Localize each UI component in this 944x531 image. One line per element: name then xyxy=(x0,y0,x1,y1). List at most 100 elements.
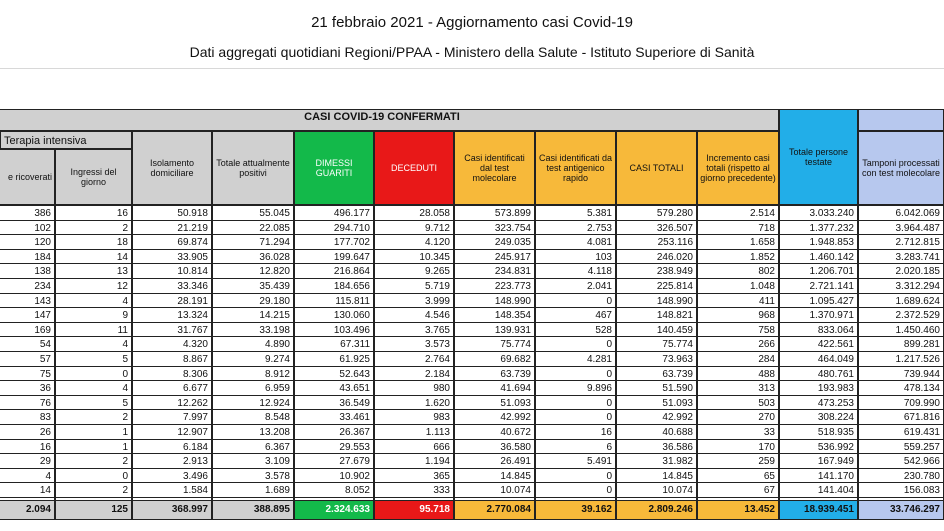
table-cell: 0 xyxy=(535,292,616,309)
table-cell: 234.831 xyxy=(454,263,535,279)
table-cell: 7.997 xyxy=(132,409,212,425)
total-cell: 2.094 xyxy=(0,500,55,520)
table-cell: 148.990 xyxy=(616,292,697,309)
table-cell: 3.283.741 xyxy=(858,248,944,265)
header-col-totale-positivi: Totale attualmente positivi xyxy=(212,131,294,205)
table-cell: 42.992 xyxy=(616,409,697,425)
table-cell: 141.170 xyxy=(779,467,858,484)
table-cell: 758 xyxy=(697,321,779,338)
table-cell: 496.177 xyxy=(294,205,374,221)
table-cell: 103.496 xyxy=(294,321,374,338)
table-cell: 559.257 xyxy=(858,438,944,455)
table-cell: 1.689.624 xyxy=(858,292,944,309)
total-cell: 33.746.297 xyxy=(858,500,944,520)
table-cell: 718 xyxy=(697,219,779,236)
table-cell: 503 xyxy=(697,394,779,411)
table-cell: 284 xyxy=(697,351,779,367)
table-cell: 480.761 xyxy=(779,365,858,382)
table-cell: 326.507 xyxy=(616,219,697,236)
table-cell: 3.765 xyxy=(374,321,454,338)
table-cell: 71.294 xyxy=(212,234,294,250)
table-cell: 167.949 xyxy=(779,453,858,469)
table-cell: 0 xyxy=(55,365,132,382)
table-cell: 50.918 xyxy=(132,205,212,221)
table-cell: 980 xyxy=(374,380,454,396)
table-cell: 36.580 xyxy=(454,438,535,455)
table-cell: 9.274 xyxy=(212,351,294,367)
table-cell: 13.324 xyxy=(132,307,212,323)
table-cell: 6.959 xyxy=(212,380,294,396)
table-cell: 365 xyxy=(374,467,454,484)
table-cell: 143 xyxy=(0,292,55,309)
header-separator xyxy=(0,68,944,69)
table-cell: 4.890 xyxy=(212,336,294,352)
table-cell: 0 xyxy=(535,409,616,425)
table-cell: 51.093 xyxy=(454,394,535,411)
table-cell: 31.767 xyxy=(132,321,212,338)
table-cell: 28.191 xyxy=(132,292,212,309)
total-cell: 13.452 xyxy=(697,500,779,520)
table-cell: 36.586 xyxy=(616,438,697,455)
table-cell: 308.224 xyxy=(779,409,858,425)
table-cell: 148.821 xyxy=(616,307,697,323)
table-cell: 5 xyxy=(55,394,132,411)
table-cell: 14 xyxy=(0,482,55,498)
table-cell: 0 xyxy=(535,365,616,382)
table-cell: 4 xyxy=(0,467,55,484)
table-cell: 4 xyxy=(55,336,132,352)
table-cell: 2.514 xyxy=(697,205,779,221)
table-cell: 102 xyxy=(0,219,55,236)
total-cell: 18.939.451 xyxy=(779,500,858,520)
page-subtitle: Dati aggregati quotidiani Regioni/PPAA -… xyxy=(189,44,755,60)
table-cell: 12 xyxy=(55,278,132,294)
table-cell: 3.312.294 xyxy=(858,278,944,294)
table-cell: 1.194 xyxy=(374,453,454,469)
table-cell: 2.372.529 xyxy=(858,307,944,323)
table-cell: 33 xyxy=(697,424,779,440)
table-cell: 140.459 xyxy=(616,321,697,338)
table-cell: 2.712.815 xyxy=(858,234,944,250)
table-cell: 12.924 xyxy=(212,394,294,411)
header-col-deceduti: DECEDUTI xyxy=(374,131,454,205)
table-cell: 4.120 xyxy=(374,234,454,250)
table-cell: 22.085 xyxy=(212,219,294,236)
table-cell: 709.990 xyxy=(858,394,944,411)
table-cell: 230.780 xyxy=(858,467,944,484)
table-cell: 2.753 xyxy=(535,219,616,236)
table-cell: 1 xyxy=(55,438,132,455)
table-cell: 619.431 xyxy=(858,424,944,440)
table-cell: 26.367 xyxy=(294,424,374,440)
table-cell: 199.647 xyxy=(294,248,374,265)
table-cell: 16 xyxy=(0,438,55,455)
header-col-dimessi-guariti: DIMESSI GUARITI xyxy=(294,131,374,205)
table-cell: 3.578 xyxy=(212,467,294,484)
table-cell: 2.020.185 xyxy=(858,263,944,279)
table-cell: 193.983 xyxy=(779,380,858,396)
table-cell: 130.060 xyxy=(294,307,374,323)
table-cell: 40.672 xyxy=(454,424,535,440)
table-cell: 115.811 xyxy=(294,292,374,309)
table-cell: 75.774 xyxy=(454,336,535,352)
table-cell: 36 xyxy=(0,380,55,396)
table-cell: 63.739 xyxy=(454,365,535,382)
table-cell: 10.074 xyxy=(616,482,697,498)
header-col-casi-molecolare: Casi identificati dal test molecolare xyxy=(454,131,535,205)
table-cell: 968 xyxy=(697,307,779,323)
table-cell: 3.033.240 xyxy=(779,205,858,221)
table-cell: 26.491 xyxy=(454,453,535,469)
table-cell: 333 xyxy=(374,482,454,498)
table-cell: 253.116 xyxy=(616,234,697,250)
table-cell: 386 xyxy=(0,205,55,221)
table-cell: 1.460.142 xyxy=(779,248,858,265)
table-cell: 83 xyxy=(0,409,55,425)
table-cell: 1.450.460 xyxy=(858,321,944,338)
table-cell: 216.864 xyxy=(294,263,374,279)
table-cell: 802 xyxy=(697,263,779,279)
table-cell: 2.764 xyxy=(374,351,454,367)
table-cell: 73.963 xyxy=(616,351,697,367)
table-cell: 223.773 xyxy=(454,278,535,294)
table-cell: 69.874 xyxy=(132,234,212,250)
table-cell: 33.346 xyxy=(132,278,212,294)
table-cell: 9.265 xyxy=(374,263,454,279)
table-cell: 4.118 xyxy=(535,263,616,279)
